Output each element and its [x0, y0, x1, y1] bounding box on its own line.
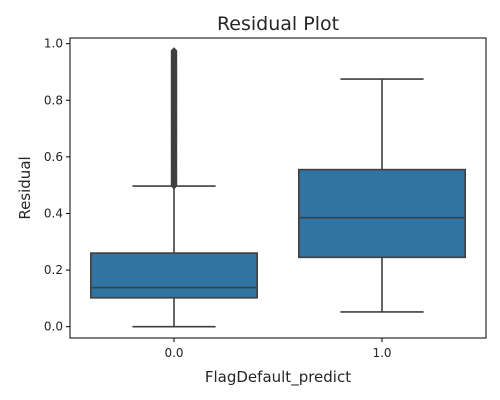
chart-title: Residual Plot	[217, 13, 339, 35]
x-tick-label: 1.0	[372, 346, 391, 360]
y-tick-label: 0.6	[44, 150, 63, 164]
y-axis: 0.0 0.2 0.4 0.6 0.8 1.0	[44, 37, 70, 334]
y-tick-label: 0.8	[44, 93, 63, 107]
box-group-1-0	[297, 78, 466, 313]
y-tick-label: 1.0	[44, 37, 63, 51]
outlier-points	[170, 47, 178, 190]
plot-area	[90, 47, 466, 328]
box-group-0-0	[90, 47, 258, 328]
y-tick-label: 0.0	[44, 320, 63, 334]
plot-frame	[69, 37, 487, 339]
x-axis: 0.0 1.0	[164, 338, 392, 360]
outlier-point	[170, 47, 178, 55]
y-tick-label: 0.4	[44, 206, 63, 220]
y-axis-label: Residual	[16, 156, 34, 219]
x-tick-label: 0.0	[164, 346, 183, 360]
iqr-box	[90, 252, 258, 299]
iqr-box	[297, 168, 466, 259]
y-tick-label: 0.2	[44, 263, 63, 277]
x-axis-label: FlagDefault_predict	[205, 368, 351, 387]
